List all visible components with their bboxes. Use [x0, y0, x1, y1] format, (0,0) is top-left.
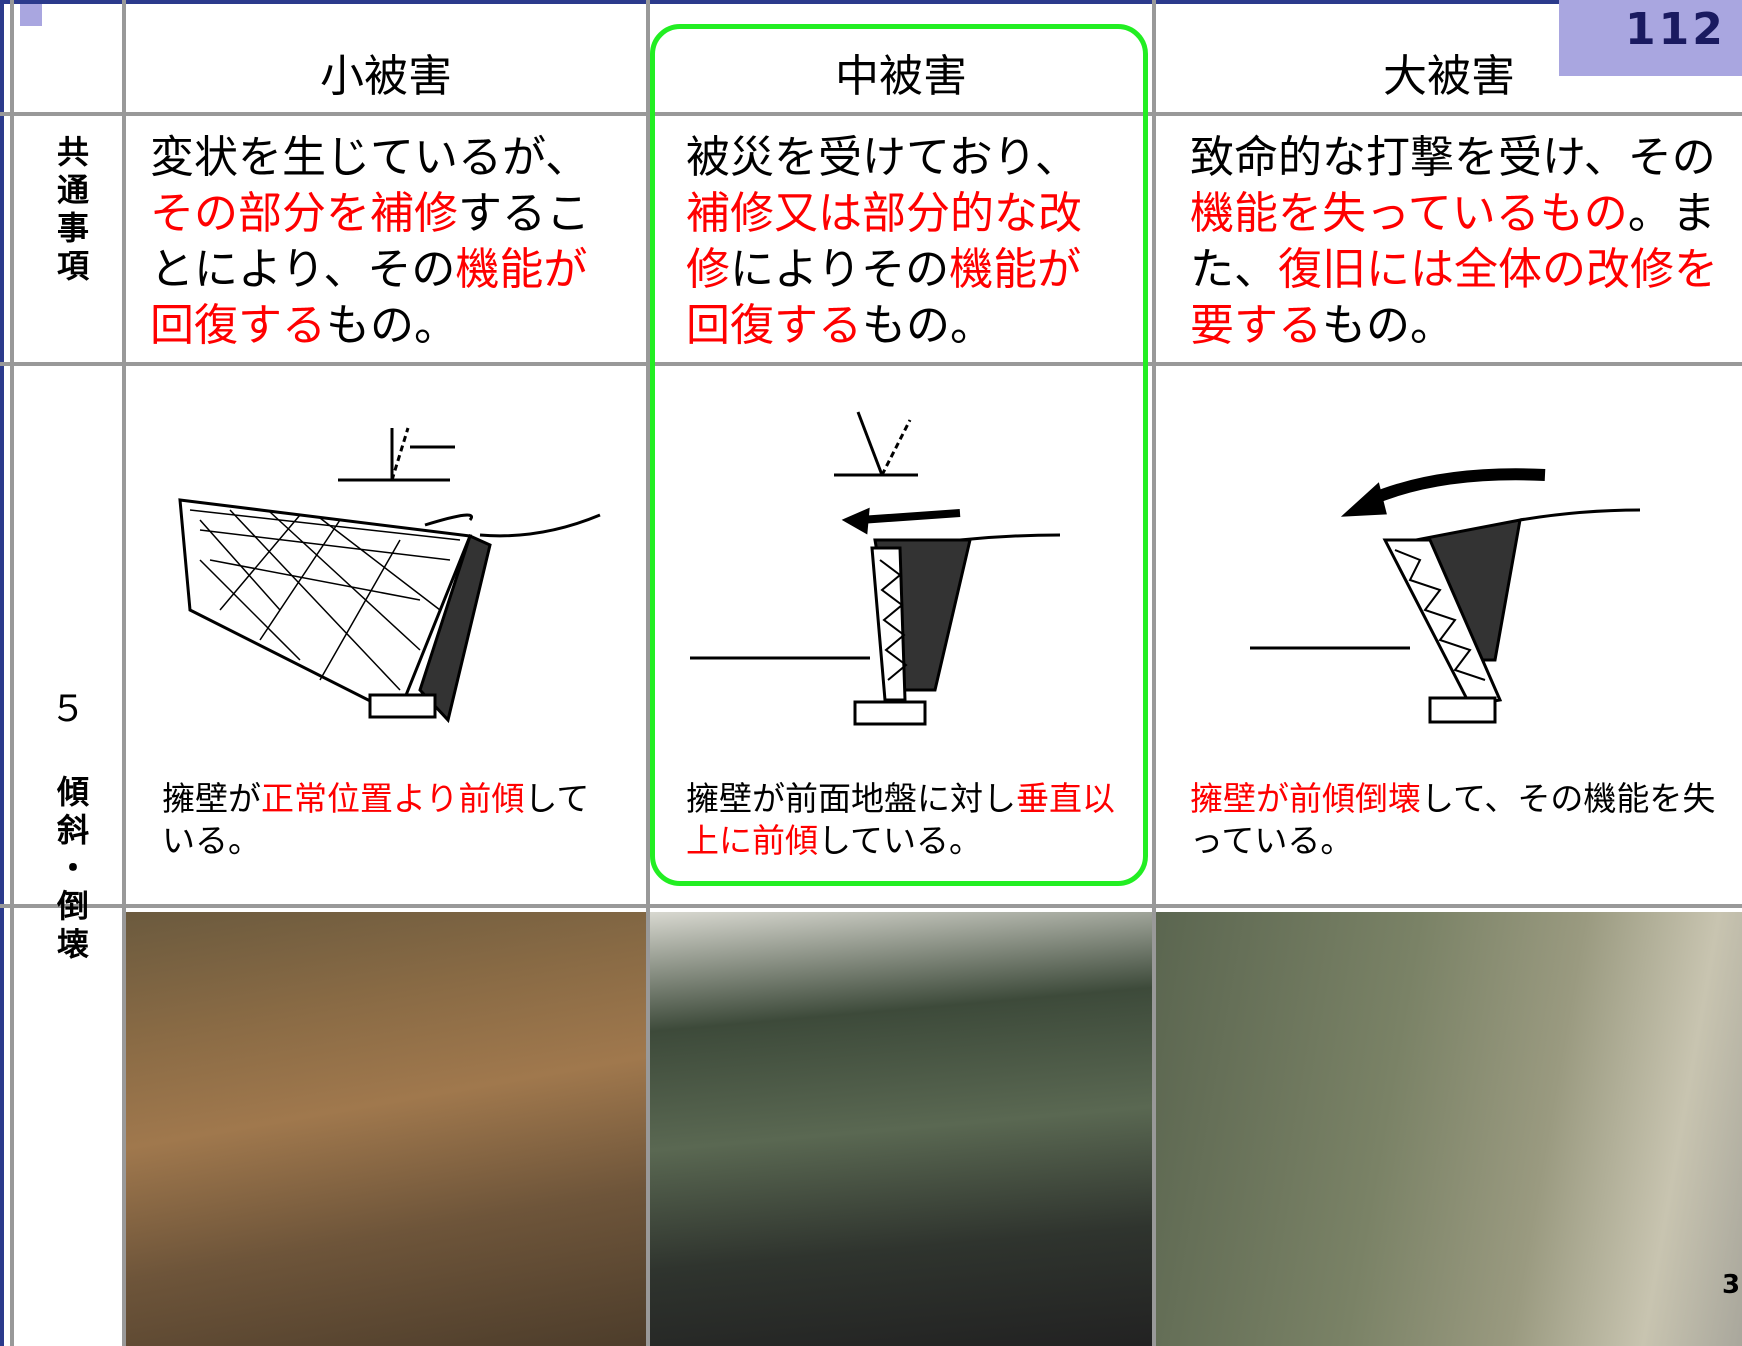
text: もの。 — [862, 300, 994, 351]
description: 致命的な打撃を受け、その機能を失っているもの。また、復旧には全体の改修を要するも… — [1190, 130, 1730, 354]
corner-square — [20, 4, 42, 26]
row-label: 共通事項 — [52, 135, 90, 287]
photo-small-damage — [126, 912, 646, 1346]
text: して、その機能を失っている。 — [1190, 779, 1716, 860]
slide-number: 112 — [1559, 0, 1742, 76]
emphasis-text: 機能を失っているもの — [1190, 188, 1628, 239]
left-border — [0, 0, 4, 1346]
text: 。また、 — [1190, 188, 1716, 295]
text: している。 — [818, 821, 983, 860]
grid-line — [10, 0, 14, 1346]
text: 被災を受けており、 — [686, 132, 1079, 183]
emphasis-text: 機能が回復する — [150, 244, 588, 351]
emphasis-text: 垂直以上に前傾 — [686, 779, 1115, 860]
description: 被災を受けており、補修又は部分的な改修によりその機能が回復するもの。 — [686, 130, 1106, 354]
grid-line — [646, 0, 650, 1346]
text: することにより、その — [150, 188, 590, 295]
text: している。 — [162, 779, 590, 860]
caption: 擁壁が前傾倒壊して、その機能を失っている。 — [1190, 778, 1730, 862]
top-border — [0, 0, 1742, 4]
highlight-frame — [650, 24, 1148, 886]
text: 致命的な打撃を受け、その — [1190, 132, 1716, 183]
emphasis-text: その部分を補修 — [150, 188, 458, 239]
column-header: 小被害 — [320, 51, 452, 102]
column-header: 大被害 — [1383, 51, 1515, 102]
emphasis-text: 補修又は部分的な改修 — [686, 188, 1082, 295]
emphasis-text: 機能が回復する — [686, 244, 1082, 351]
caption: 擁壁が前面地盤に対し垂直以上に前傾している。 — [686, 778, 1126, 862]
text: 擁壁が前面地盤に対し — [686, 779, 1016, 818]
grid-line — [1152, 0, 1156, 1346]
text: もの。 — [1322, 300, 1454, 351]
text: 変状を生じているが、 — [150, 132, 590, 183]
grid-line — [0, 362, 1742, 366]
item-number: ５ — [50, 689, 87, 730]
description: 変状を生じているが、その部分を補修することにより、その機能が回復するもの。 — [150, 130, 620, 354]
text: 擁壁が — [162, 779, 261, 818]
text: もの。 — [326, 300, 458, 351]
grid-line — [122, 0, 126, 1346]
photo-number: 3 — [1722, 1270, 1741, 1300]
photo-large-damage — [1156, 912, 1742, 1346]
grid-line — [0, 904, 1742, 908]
column-header: 中被害 — [835, 51, 967, 102]
emphasis-text: 復旧には全体の改修を要する — [1190, 244, 1718, 351]
caption: 擁壁が正常位置より前傾している。 — [162, 778, 622, 862]
text: によりその — [730, 244, 950, 295]
item-name: 傾斜・倒壊 — [52, 775, 90, 965]
emphasis-text: 擁壁が前傾倒壊 — [1190, 779, 1421, 818]
grid-line — [0, 112, 1742, 116]
emphasis-text: 正常位置より前傾 — [261, 779, 525, 818]
photo-medium-damage — [650, 912, 1152, 1346]
